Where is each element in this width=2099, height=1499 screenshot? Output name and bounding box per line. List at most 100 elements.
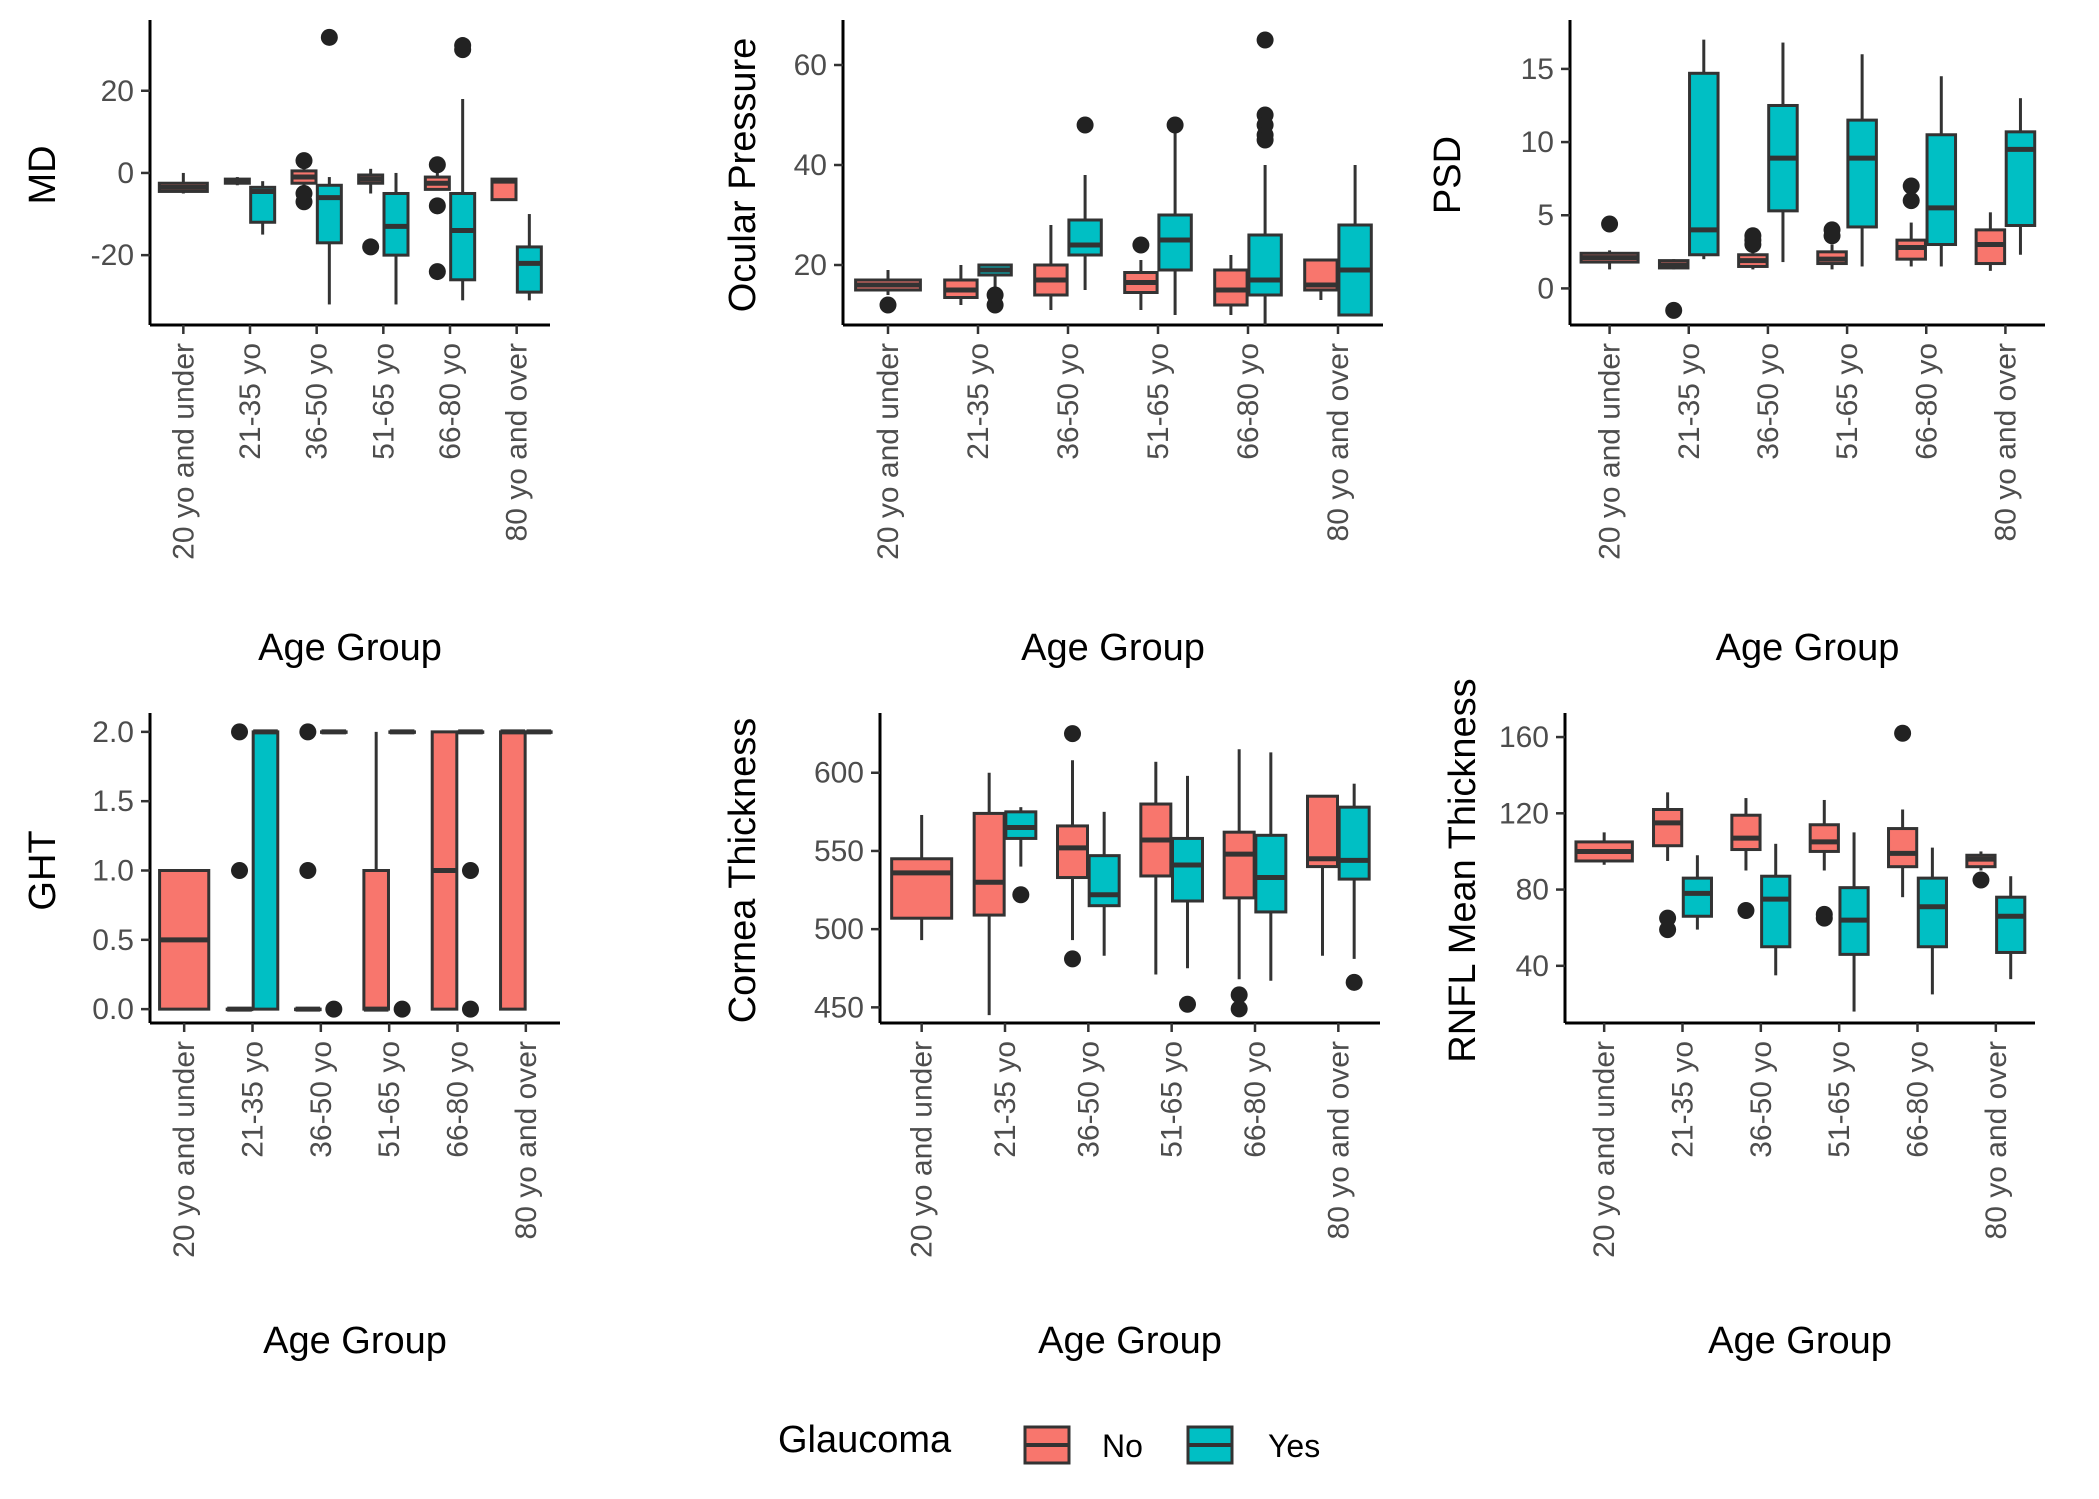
y-axis-title: Ocular Pressure [722,38,764,313]
x-tick-label: 51-65 yo [367,343,400,460]
box-body [1222,830,1256,900]
outlier-point [1902,177,1920,195]
box-no [1657,259,1690,319]
box-no [1895,177,1927,267]
box-yes [1838,832,1870,1012]
legend-item-no: No [1020,1420,1143,1470]
outlier-point [231,862,249,879]
panel-6: 40 80 120 160 20 yo and under 21-35 yo 36-50 y… [1442,678,2035,1362]
panel-4: 0.0 0.5 1.0 1.5 2.0 20 yo and under 21-35 yo 36… [22,713,560,1362]
box-body [1925,133,1958,247]
box-body [515,245,543,294]
y-tick-label: 0 [117,157,134,190]
x-tick-label: 66-80 yo [1232,343,1265,460]
box-yes [2004,98,2037,255]
box-yes [1995,876,2027,980]
box-yes [1247,31,1283,325]
outlier-point [1132,236,1150,254]
x-tick-label: 80 yo and over [1322,343,1355,541]
box-yes [1157,116,1193,315]
outlier-point [461,1000,479,1018]
x-tick-label: 80 yo and over [510,1041,543,1239]
y-axis-title: MD [22,145,64,204]
x-tick-label: 36-50 yo [1745,1041,1778,1158]
outlier-point [295,184,313,202]
box-body [1995,895,2027,954]
box-no [1222,749,1256,1018]
x-tick-label: 51-65 yo [1831,343,1864,460]
box-no [1965,851,1997,889]
x-tick-label: 80 yo and over [1322,1041,1355,1239]
y-tick-label: 450 [814,991,864,1024]
outlier-point [879,296,897,314]
box-no [890,814,954,941]
y-tick-label: 120 [1499,797,1549,830]
outlier-point [986,286,1004,304]
panels: -20 0 20 20 yo and under 21-35 yo 36-50 yo 51-… [22,20,2045,1362]
outlier-point [1230,1000,1248,1018]
x-tick-label: 66-80 yo [1910,343,1943,460]
outlier-point [454,41,472,59]
outlier-point [1179,995,1196,1013]
box-no [223,177,251,186]
box-no [357,168,385,256]
x-tick-label: 21-35 yo [234,343,267,460]
box-body [1254,833,1288,914]
x-tick-label: 51-65 yo [1823,1041,1856,1158]
box-no [1139,761,1173,975]
panel-2: 20 40 60 20 yo and under 21-35 yo 36-50 yo 51-… [722,20,1383,669]
outlier-point [1166,116,1184,134]
box-no [294,723,322,1012]
x-axis-title: Age Group [258,627,442,669]
x-axis-title: Age Group [1021,627,1205,669]
box-yes [456,729,485,1018]
box-yes [1087,811,1121,956]
box-body [1067,218,1103,257]
box-yes [320,729,348,1018]
panel-5: 450 500 550 600 20 yo and under 21-35 yo 36-50… [722,713,1380,1362]
box-no [158,869,211,1011]
box-yes [1337,165,1373,317]
y-tick-label: 40 [794,149,827,182]
box-yes [1925,76,1958,267]
box-no [1306,794,1339,956]
y-axis-title: PSD [1427,136,1469,214]
box-body [251,730,280,1011]
box-yes [388,729,416,1018]
x-tick-label: 51-65 yo [1156,1041,1189,1158]
box-body [972,811,1006,917]
x-tick-label: 20 yo and under [906,1041,939,1258]
outlier-point [1823,227,1841,245]
box-no [225,723,254,1012]
y-tick-label: 500 [814,913,864,946]
outlier-point [1815,909,1833,927]
outlier-point [1256,131,1274,149]
y-tick-label: 80 [1516,874,1549,907]
x-tick-label: 21-35 yo [989,1041,1022,1158]
box-no [490,177,518,202]
legend-label-yes: Yes [1268,1428,1320,1464]
box-no [1974,212,2007,271]
x-tick-label: 20 yo and under [167,343,200,560]
box-body [1171,836,1204,903]
box-yes [1254,752,1288,981]
box-no [1816,221,1848,270]
box-yes [525,729,553,735]
box-yes [1004,807,1038,904]
outlier-point [299,723,317,741]
box-no [1737,227,1769,270]
box-body [315,183,343,245]
y-tick-label: 40 [1516,950,1549,983]
box-body [1681,876,1713,918]
x-axis-title: Age Group [1716,627,1900,669]
y-tick-label: 60 [794,49,827,82]
outlier-point [295,152,313,170]
y-axis-title: GHT [22,830,64,910]
box-no [1213,255,1249,315]
box-yes [382,172,410,305]
outlier-point [1902,192,1920,210]
x-tick-label: 21-35 yo [237,1041,270,1158]
y-axis-title: RNFL Mean Thickness [1442,678,1484,1062]
outlier-point [1737,902,1755,920]
x-tick-label: 80 yo and over [501,343,534,541]
